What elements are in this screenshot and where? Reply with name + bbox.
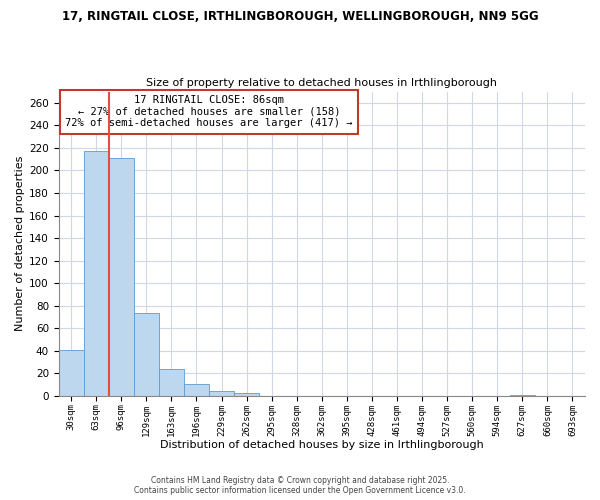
Bar xyxy=(510,395,535,396)
Title: Size of property relative to detached houses in Irthlingborough: Size of property relative to detached ho… xyxy=(146,78,497,88)
Y-axis label: Number of detached properties: Number of detached properties xyxy=(15,156,25,332)
Bar xyxy=(209,392,234,396)
Text: 17 RINGTAIL CLOSE: 86sqm
← 27% of detached houses are smaller (158)
72% of semi-: 17 RINGTAIL CLOSE: 86sqm ← 27% of detach… xyxy=(65,95,353,128)
Bar xyxy=(159,369,184,396)
Text: 17, RINGTAIL CLOSE, IRTHLINGBOROUGH, WELLINGBOROUGH, NN9 5GG: 17, RINGTAIL CLOSE, IRTHLINGBOROUGH, WEL… xyxy=(62,10,538,23)
X-axis label: Distribution of detached houses by size in Irthlingborough: Distribution of detached houses by size … xyxy=(160,440,484,450)
Bar xyxy=(234,392,259,396)
Bar xyxy=(134,312,159,396)
Bar xyxy=(59,350,84,396)
Bar xyxy=(109,158,134,396)
Bar xyxy=(184,384,209,396)
Text: Contains HM Land Registry data © Crown copyright and database right 2025.
Contai: Contains HM Land Registry data © Crown c… xyxy=(134,476,466,495)
Bar xyxy=(84,152,109,396)
